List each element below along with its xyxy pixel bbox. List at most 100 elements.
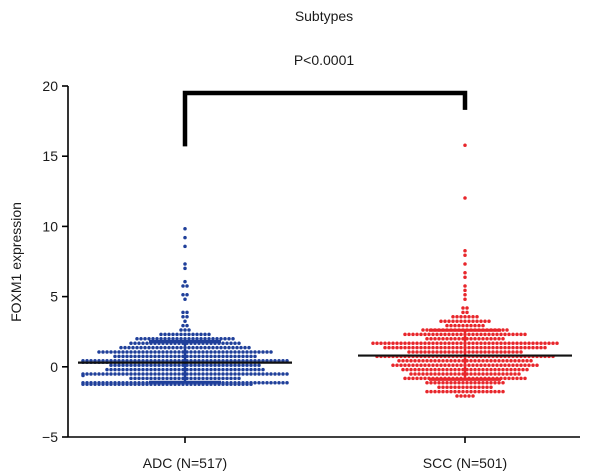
data-point (189, 350, 193, 354)
data-point (487, 332, 491, 337)
data-point (449, 372, 453, 376)
data-point (499, 350, 503, 354)
data-point (497, 372, 501, 376)
data-point (503, 350, 507, 354)
data-point (183, 332, 187, 337)
data-point (417, 367, 421, 372)
data-point (199, 332, 203, 337)
data-point (141, 341, 145, 345)
data-point (475, 315, 479, 319)
data-point (197, 363, 201, 367)
data-point (505, 367, 509, 372)
data-point (261, 381, 265, 385)
data-point (473, 359, 477, 363)
data-point (503, 376, 507, 381)
data-point (97, 382, 101, 387)
data-point (515, 341, 519, 345)
data-point (153, 350, 157, 354)
data-point (501, 337, 505, 341)
data-point (133, 350, 137, 354)
data-point (485, 381, 489, 385)
data-point (141, 363, 145, 367)
data-point (453, 389, 457, 394)
data-point (225, 376, 229, 381)
data-point (519, 350, 523, 354)
data-point (487, 363, 491, 367)
data-point (461, 310, 465, 315)
data-point (167, 337, 171, 341)
data-point (481, 359, 485, 363)
data-point (505, 359, 509, 363)
data-point (265, 381, 269, 385)
data-point (477, 385, 481, 389)
data-point (201, 363, 205, 367)
data-point (229, 372, 233, 376)
p-value-annotation: P<0.0001 (294, 52, 355, 68)
data-point (125, 363, 129, 367)
data-point (459, 394, 463, 398)
data-point (207, 345, 211, 350)
data-point (155, 345, 159, 350)
data-point (253, 367, 257, 372)
data-point (207, 337, 211, 341)
data-point (415, 332, 419, 337)
data-point (173, 376, 177, 381)
data-point (85, 372, 89, 376)
y-tick-label: −5 (42, 429, 58, 445)
data-point (113, 350, 117, 354)
data-point (169, 372, 173, 376)
data-point (161, 350, 165, 354)
data-point (85, 382, 89, 387)
data-point (261, 350, 265, 354)
data-point (209, 372, 213, 376)
data-point (401, 359, 405, 363)
data-point (429, 389, 433, 394)
data-point (225, 382, 229, 387)
data-point (109, 372, 113, 376)
data-point (189, 363, 193, 367)
data-point (245, 367, 249, 372)
data-point (253, 354, 257, 359)
data-point (125, 367, 129, 372)
data-point (489, 359, 493, 363)
data-point (501, 328, 505, 332)
data-point (137, 363, 141, 367)
data-point (403, 345, 407, 350)
data-point (429, 359, 433, 363)
data-point (151, 345, 155, 350)
data-point (449, 323, 453, 328)
data-point (489, 372, 493, 376)
data-point (221, 341, 225, 345)
data-point (193, 350, 197, 354)
data-point (463, 297, 467, 301)
data-point (183, 266, 187, 271)
data-point (253, 381, 257, 385)
data-point (211, 345, 215, 350)
data-point (415, 363, 419, 367)
data-point (113, 367, 117, 372)
data-point (187, 337, 191, 341)
data-point (435, 332, 439, 337)
data-point (113, 382, 117, 387)
data-point (97, 372, 101, 376)
data-point (411, 345, 415, 350)
data-point (425, 359, 429, 363)
data-point (469, 381, 473, 385)
data-point (421, 359, 425, 363)
data-point (221, 350, 225, 354)
data-point (205, 367, 209, 372)
data-point (493, 367, 497, 372)
data-point (433, 372, 437, 376)
data-point (439, 345, 443, 350)
data-point (129, 354, 133, 359)
data-point (137, 376, 141, 381)
data-point (471, 341, 475, 345)
data-point (489, 389, 493, 394)
data-point (457, 323, 461, 328)
data-point (467, 394, 471, 398)
data-point (433, 337, 437, 341)
data-point (125, 350, 129, 354)
data-point (193, 372, 197, 376)
data-point (243, 345, 247, 350)
data-point (449, 367, 453, 372)
